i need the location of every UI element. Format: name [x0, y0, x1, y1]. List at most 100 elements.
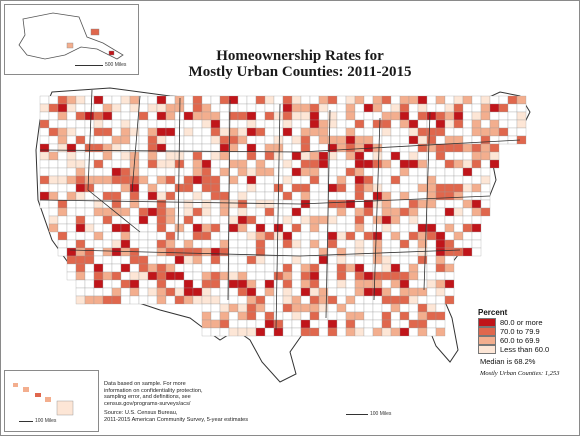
county-cell: [102, 223, 113, 233]
county-cell: [201, 167, 212, 177]
county-cell: [183, 287, 194, 297]
county-cell: [363, 287, 374, 297]
county-cell: [390, 319, 401, 329]
county-cell: [408, 167, 419, 177]
county-cell: [57, 231, 68, 241]
county-cell: [291, 103, 302, 113]
county-cell: [246, 207, 257, 217]
county-cell: [102, 207, 113, 217]
county-cell: [345, 167, 356, 177]
county-cell: [354, 215, 365, 225]
county-cell: [399, 111, 410, 121]
county-cell: [453, 247, 464, 257]
county-cell: [426, 119, 437, 129]
county-cell: [264, 159, 275, 169]
county-cell: [435, 287, 446, 297]
county-cell: [237, 279, 248, 289]
county-cell: [174, 247, 185, 257]
county-cell: [75, 279, 86, 289]
county-cell: [84, 207, 95, 217]
county-cell: [444, 255, 455, 265]
county-cell: [219, 111, 230, 121]
county-cell: [489, 135, 500, 145]
county-cell: [120, 223, 131, 233]
county-cell: [201, 143, 212, 153]
county-cell: [192, 231, 203, 241]
county-cell: [390, 215, 401, 225]
county-cell: [336, 215, 347, 225]
county-cell: [426, 103, 437, 113]
county-cell: [399, 151, 410, 161]
county-cell: [462, 207, 473, 217]
county-cell: [282, 215, 293, 225]
county-cell: [129, 279, 140, 289]
county-cell: [291, 143, 302, 153]
county-cell: [111, 111, 122, 121]
county-cell: [300, 239, 311, 249]
county-cell: [300, 271, 311, 281]
county-cell: [381, 279, 392, 289]
county-cell: [354, 263, 365, 273]
county-cell: [138, 167, 149, 177]
county-cell: [300, 151, 311, 161]
county-cell: [264, 215, 275, 225]
county-cell: [111, 95, 122, 105]
county-cell: [471, 95, 482, 105]
county-cell: [66, 159, 77, 169]
county-cell: [48, 111, 59, 121]
county-cell: [174, 167, 185, 177]
county-cell: [291, 175, 302, 185]
county-cell: [471, 167, 482, 177]
county-cell: [156, 119, 167, 129]
county-cell: [345, 135, 356, 145]
county-cell: [48, 143, 59, 153]
county-cell: [408, 271, 419, 281]
county-cell: [318, 135, 329, 145]
county-cell: [444, 223, 455, 233]
county-cell: [273, 279, 284, 289]
county-cell: [66, 223, 77, 233]
county-cell: [435, 167, 446, 177]
county-cell: [417, 103, 428, 113]
county-cell: [300, 231, 311, 241]
note-line: information on confidentiality protectio…: [104, 387, 203, 394]
county-cell: [408, 255, 419, 265]
county-cell: [219, 223, 230, 233]
county-cell: [444, 239, 455, 249]
county-cell: [354, 295, 365, 305]
county-cell: [237, 207, 248, 217]
county-cell: [246, 303, 257, 313]
county-cell: [354, 119, 365, 129]
county-cell: [228, 151, 239, 161]
county-cell: [381, 319, 392, 329]
county-cell: [246, 183, 257, 193]
county-cell: [372, 255, 383, 265]
county-cell: [318, 255, 329, 265]
county-cell: [471, 119, 482, 129]
county-cell: [363, 327, 374, 337]
county-cell: [120, 135, 131, 145]
county-cell: [444, 279, 455, 289]
county-cell: [435, 279, 446, 289]
county-cell: [336, 199, 347, 209]
county-cell: [318, 151, 329, 161]
alaska-shape: [18, 12, 124, 60]
county-cell: [408, 127, 419, 137]
county-cell: [156, 183, 167, 193]
county-cell: [336, 239, 347, 249]
county-cell: [111, 159, 122, 169]
county-cell: [255, 143, 266, 153]
county-cell: [417, 279, 428, 289]
county-cell: [408, 303, 419, 313]
county-cell: [156, 239, 167, 249]
county-cell: [255, 207, 266, 217]
county-cell: [300, 175, 311, 185]
county-cell: [381, 255, 392, 265]
county-cell: [435, 95, 446, 105]
county-cell: [291, 111, 302, 121]
county-cell: [426, 295, 437, 305]
county-cell: [66, 175, 77, 185]
county-cell: [102, 255, 113, 265]
county-cell: [75, 159, 86, 169]
county-cell: [57, 175, 68, 185]
